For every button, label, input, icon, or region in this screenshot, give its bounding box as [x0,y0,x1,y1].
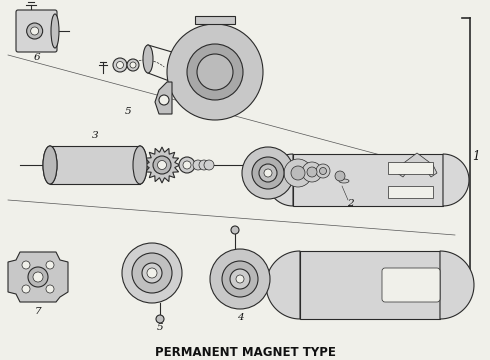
Polygon shape [388,162,433,174]
Text: 4: 4 [237,312,244,321]
Circle shape [167,24,263,120]
Polygon shape [443,154,469,206]
Circle shape [252,157,284,189]
Ellipse shape [143,45,153,73]
Polygon shape [195,16,235,24]
Polygon shape [8,252,68,302]
Text: 2: 2 [347,199,353,208]
Circle shape [187,44,243,100]
Polygon shape [266,251,300,319]
Circle shape [193,160,203,170]
Circle shape [156,315,164,323]
FancyBboxPatch shape [16,10,57,52]
Ellipse shape [339,179,349,183]
Circle shape [117,62,123,68]
Circle shape [236,275,244,283]
Circle shape [28,267,48,287]
Polygon shape [440,251,474,319]
Bar [293,154,443,206]
Circle shape [147,268,157,278]
Circle shape [22,285,30,293]
Circle shape [179,157,195,173]
Text: 7: 7 [35,307,41,316]
Circle shape [307,167,317,177]
Bar [50,146,140,184]
Circle shape [197,54,233,90]
Circle shape [199,160,209,170]
Circle shape [46,261,54,269]
Circle shape [183,161,191,169]
Polygon shape [388,186,433,198]
Bar [300,251,440,319]
Circle shape [259,164,277,182]
Circle shape [127,59,139,71]
Circle shape [142,263,162,283]
Ellipse shape [51,14,59,48]
Circle shape [33,272,43,282]
Circle shape [210,249,270,309]
Circle shape [222,261,258,297]
Text: PERMANENT MAGNET TYPE: PERMANENT MAGNET TYPE [154,346,336,360]
Polygon shape [267,154,293,206]
Circle shape [319,167,326,175]
Circle shape [291,166,305,180]
Circle shape [230,269,250,289]
Ellipse shape [43,146,57,184]
Text: 3: 3 [92,131,98,140]
Circle shape [316,164,330,178]
Circle shape [302,162,322,182]
Circle shape [231,226,239,234]
Circle shape [264,169,272,177]
Text: 5: 5 [124,108,131,117]
Polygon shape [155,82,172,114]
Circle shape [22,261,30,269]
Circle shape [113,58,127,72]
Ellipse shape [43,146,57,184]
Circle shape [242,147,294,199]
Circle shape [122,243,182,303]
Polygon shape [144,147,180,183]
Text: 1: 1 [472,150,480,163]
Circle shape [132,253,172,293]
Circle shape [153,156,171,174]
FancyBboxPatch shape [382,268,440,302]
Circle shape [130,62,136,68]
Polygon shape [397,153,437,177]
Circle shape [157,161,167,170]
Circle shape [159,95,169,105]
Circle shape [31,27,39,35]
Circle shape [284,159,312,187]
Text: 6: 6 [33,54,40,63]
Circle shape [335,171,345,181]
Circle shape [26,23,43,39]
Ellipse shape [133,146,147,184]
Ellipse shape [133,146,147,184]
Text: 5: 5 [157,324,163,333]
Circle shape [204,160,214,170]
Circle shape [46,285,54,293]
